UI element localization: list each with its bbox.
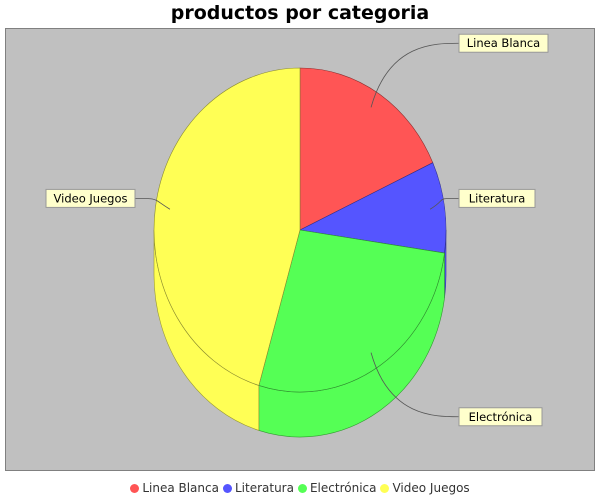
label-leader-electronica bbox=[370, 352, 460, 418]
slice-label-electronica: Electrónica bbox=[469, 410, 533, 424]
pie-slice-literatura bbox=[299, 162, 447, 254]
legend-swatch-electronica bbox=[297, 484, 307, 493]
legend-label-video-juegos: Video Juegos bbox=[392, 481, 470, 495]
pie-slice-electronica bbox=[258, 229, 445, 393]
legend: Linea Blanca Literatura Electrónica Video J… bbox=[0, 481, 600, 495]
label-box-electronica bbox=[458, 407, 543, 427]
slice-label-literatura: Literatura bbox=[469, 191, 526, 205]
label-box-linea-blanca bbox=[458, 33, 549, 53]
legend-swatch-video-juegos bbox=[380, 484, 390, 493]
pie-slice-video-juegos bbox=[153, 67, 301, 386]
legend-label-electronica: Electrónica bbox=[309, 481, 377, 495]
legend-swatch-literatura bbox=[222, 484, 232, 493]
slice-label-video-juegos: Video Juegos bbox=[54, 191, 128, 205]
label-box-literatura bbox=[458, 188, 536, 208]
legend-item-electronica: Electrónica bbox=[297, 481, 377, 495]
legend-item-video-juegos: Video Juegos bbox=[380, 481, 470, 495]
label-box-video-juegos bbox=[45, 188, 136, 208]
legend-label-linea-blanca: Linea Blanca bbox=[142, 481, 219, 495]
label-leader-literatura bbox=[429, 198, 460, 210]
label-leader-video-juegos bbox=[134, 198, 171, 210]
slice-label-linea-blanca: Linea Blanca bbox=[467, 36, 540, 50]
chart-title: productos por categoria bbox=[170, 2, 430, 24]
pie-slice-linea-blanca bbox=[299, 67, 434, 231]
legend-label-literatura: Literatura bbox=[234, 481, 294, 495]
label-leader-linea-blanca bbox=[370, 42, 460, 108]
legend-item-linea-blanca: Linea Blanca bbox=[130, 481, 219, 495]
legend-item-literatura: Literatura bbox=[222, 481, 294, 495]
legend-swatch-linea-blanca bbox=[130, 484, 140, 493]
